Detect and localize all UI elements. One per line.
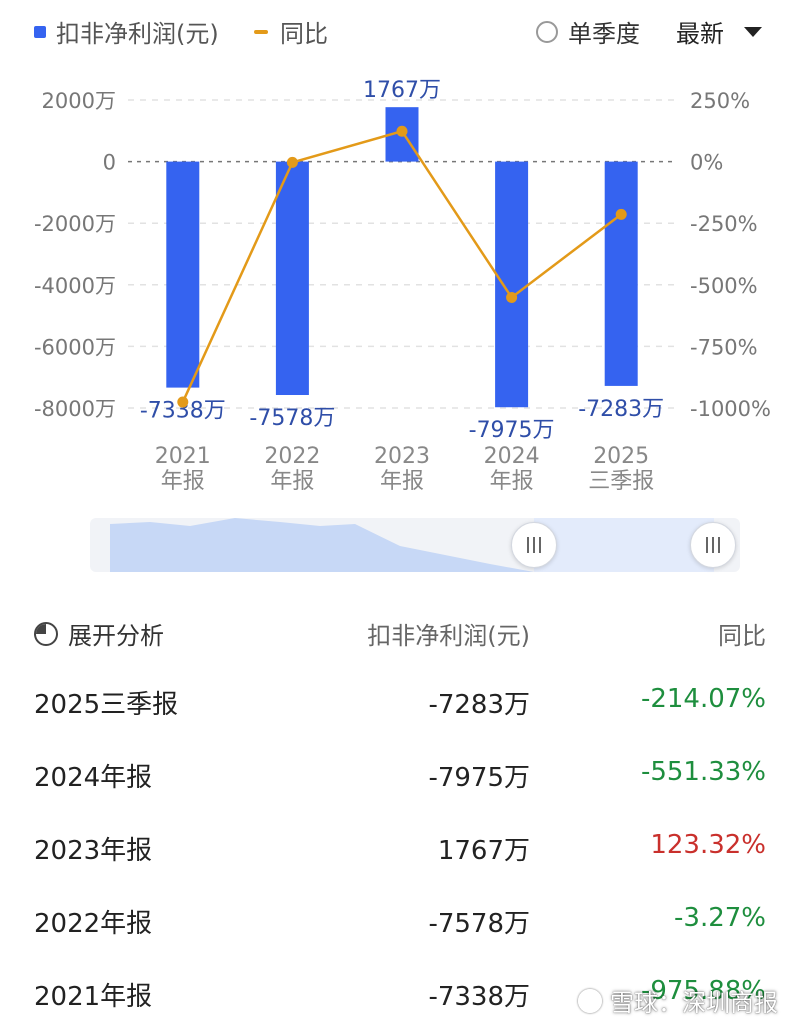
x-tick-label: 2023 年报 (374, 444, 430, 494)
slider-selected-window[interactable] (534, 518, 714, 572)
table-row[interactable]: 2023年报 1767万 123.32% (0, 810, 800, 883)
bar-data-label: -7975万 (469, 418, 555, 443)
row-value: -7578万 (428, 909, 530, 939)
line-point (615, 208, 627, 220)
row-yoy: 123.32% (650, 830, 766, 860)
row-period: 2024年报 (34, 763, 153, 793)
row-value: 1767万 (437, 836, 530, 866)
legend-bar-series[interactable]: 扣非净利润(元) (34, 14, 219, 49)
table-header: 展开分析 扣非净利润(元) 同比 (0, 600, 800, 660)
legend-line-label: 同比 (280, 20, 328, 48)
right-tick-label: -250% (690, 212, 758, 236)
table-row[interactable]: 2025三季报 -7283万 -214.07% (0, 664, 800, 737)
grip-icon (527, 537, 541, 553)
right-tick-label: 0% (690, 151, 723, 175)
series-line (181, 129, 622, 403)
x-tick-label: 2025 三季报 (588, 444, 654, 494)
row-value: -7975万 (428, 763, 530, 793)
bar-swatch-icon (34, 25, 46, 38)
left-tick-label: -8000万 (34, 397, 116, 421)
row-value: -7283万 (428, 690, 530, 720)
bar-data-label: -7578万 (249, 406, 335, 431)
bar (495, 161, 529, 408)
left-tick-label: 2000万 (42, 89, 116, 113)
row-period: 2023年报 (34, 836, 153, 866)
bar (166, 161, 200, 388)
x-tick-label: 2022 年报 (264, 444, 320, 494)
data-table: 2025三季报 -7283万 -214.07% 2024年报 -7975万 -5… (0, 664, 800, 1029)
caret-down-icon (744, 26, 762, 37)
grip-icon (706, 537, 720, 553)
profit-chart: 2000万 0 -2000万 -4000万 -6000万 -8000万 250% 0% -250… (34, 78, 771, 494)
right-tick-label: -1000% (690, 397, 771, 421)
latest-dropdown[interactable]: 最新 (676, 14, 762, 49)
row-period: 2021年报 (34, 982, 153, 1012)
left-tick-label: -4000万 (34, 274, 116, 298)
bar-data-label: 1767万 (363, 78, 441, 103)
latest-label: 最新 (676, 20, 724, 48)
line-point (506, 291, 518, 303)
slider-right-handle[interactable] (690, 522, 736, 568)
chart-legend: 扣非净利润(元) 同比 单季度 最新 (0, 0, 800, 62)
right-tick-label: -750% (690, 335, 758, 359)
row-yoy: -214.07% (640, 684, 766, 714)
line-swatch-icon (254, 29, 268, 34)
range-slider[interactable] (90, 518, 740, 572)
left-tick-label: -6000万 (34, 335, 116, 359)
slider-left-handle[interactable] (511, 522, 557, 568)
x-tick-label: 2024 年报 (484, 444, 540, 494)
row-yoy: -551.33% (640, 757, 766, 787)
table-row[interactable]: 2021年报 -7338万 -975.88% (0, 956, 800, 1029)
watermark: 雪球：深圳商报 (578, 983, 778, 1018)
left-tick-label: -2000万 (34, 212, 116, 236)
line-point (286, 156, 298, 168)
row-period: 2025三季报 (34, 690, 179, 720)
expand-analysis-label: 展开分析 (68, 622, 164, 650)
bar (604, 161, 638, 386)
single-quarter-label: 单季度 (568, 20, 640, 48)
single-quarter-toggle[interactable]: 单季度 (536, 14, 640, 49)
right-tick-label: -500% (690, 274, 758, 298)
table-row[interactable]: 2024年报 -7975万 -551.33% (0, 737, 800, 810)
pie-chart-icon (34, 621, 58, 646)
snowball-logo-icon (578, 988, 602, 1013)
row-period: 2022年报 (34, 909, 153, 939)
bar (275, 161, 309, 396)
column-header-yoy: 同比 (718, 622, 766, 650)
row-yoy: -975.88% (640, 976, 766, 1006)
legend-line-series[interactable]: 同比 (254, 14, 328, 49)
bar-data-label: -7283万 (578, 397, 664, 422)
row-value: -7338万 (428, 982, 530, 1012)
column-header-value: 扣非净利润(元) (367, 622, 530, 650)
radio-circle-icon (536, 20, 558, 43)
expand-analysis-button[interactable]: 展开分析 (34, 616, 164, 651)
row-yoy: -3.27% (674, 903, 766, 933)
line-point (396, 125, 408, 137)
x-tick-label: 2021 年报 (155, 444, 211, 494)
table-row[interactable]: 2022年报 -7578万 -3.27% (0, 883, 800, 956)
watermark-text: 雪球：深圳商报 (610, 989, 778, 1017)
line-point (177, 396, 189, 408)
legend-bar-label: 扣非净利润(元) (56, 20, 219, 48)
right-tick-label: 250% (690, 89, 750, 113)
left-tick-label: 0 (103, 151, 116, 175)
